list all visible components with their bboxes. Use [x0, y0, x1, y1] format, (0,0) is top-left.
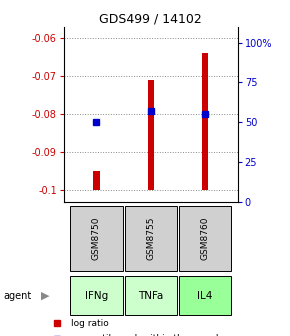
Text: IFNg: IFNg: [85, 291, 108, 301]
Bar: [202, 53, 209, 190]
FancyBboxPatch shape: [70, 206, 122, 271]
Title: GDS499 / 14102: GDS499 / 14102: [99, 13, 202, 26]
Text: log ratio: log ratio: [71, 319, 108, 328]
Text: agent: agent: [3, 291, 31, 301]
FancyBboxPatch shape: [179, 276, 231, 315]
Text: TNFa: TNFa: [138, 291, 164, 301]
Text: percentile rank within the sample: percentile rank within the sample: [71, 334, 224, 336]
Text: GSM8750: GSM8750: [92, 217, 101, 260]
Bar: [93, 171, 100, 190]
Text: GSM8755: GSM8755: [146, 217, 155, 260]
Bar: [148, 80, 154, 190]
Text: ▶: ▶: [41, 291, 49, 301]
FancyBboxPatch shape: [125, 276, 177, 315]
Text: GSM8760: GSM8760: [201, 217, 210, 260]
FancyBboxPatch shape: [179, 206, 231, 271]
FancyBboxPatch shape: [70, 276, 122, 315]
Text: IL4: IL4: [197, 291, 213, 301]
FancyBboxPatch shape: [125, 206, 177, 271]
